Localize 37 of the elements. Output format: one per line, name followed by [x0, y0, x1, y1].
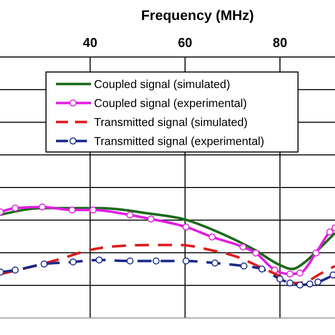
x-tick-label: 80 [272, 35, 288, 50]
point [240, 262, 248, 270]
point [182, 223, 190, 230]
point [314, 278, 322, 286]
point [326, 228, 334, 236]
point [296, 270, 304, 277]
point [90, 206, 97, 214]
point [152, 257, 160, 264]
point [182, 257, 190, 264]
legend-label: Coupled signal (experimental) [94, 98, 247, 110]
point [252, 249, 260, 256]
x-axis-title: Frequency (MHz) [141, 7, 254, 23]
point [38, 204, 46, 210]
point [12, 204, 19, 212]
legend-label: Transmitted signal (experimental) [94, 136, 264, 148]
legend-label: Coupled signal (simulated) [94, 79, 230, 91]
point [12, 266, 19, 274]
point [286, 280, 294, 287]
point [126, 211, 134, 218]
point [296, 282, 304, 289]
legend-label: Transmitted signal (simulated) [94, 117, 248, 129]
point [126, 257, 134, 264]
point [239, 243, 246, 250]
x-tick-label: 60 [178, 35, 192, 50]
point [96, 256, 103, 264]
point [211, 260, 218, 267]
point [312, 249, 320, 256]
point [208, 233, 216, 240]
point [70, 258, 77, 266]
x-tick-label: 40 [82, 35, 98, 50]
point [40, 260, 48, 268]
point [306, 280, 314, 288]
point [68, 206, 76, 214]
point [276, 276, 284, 283]
point [258, 266, 266, 273]
point [147, 215, 154, 222]
point [286, 270, 294, 278]
